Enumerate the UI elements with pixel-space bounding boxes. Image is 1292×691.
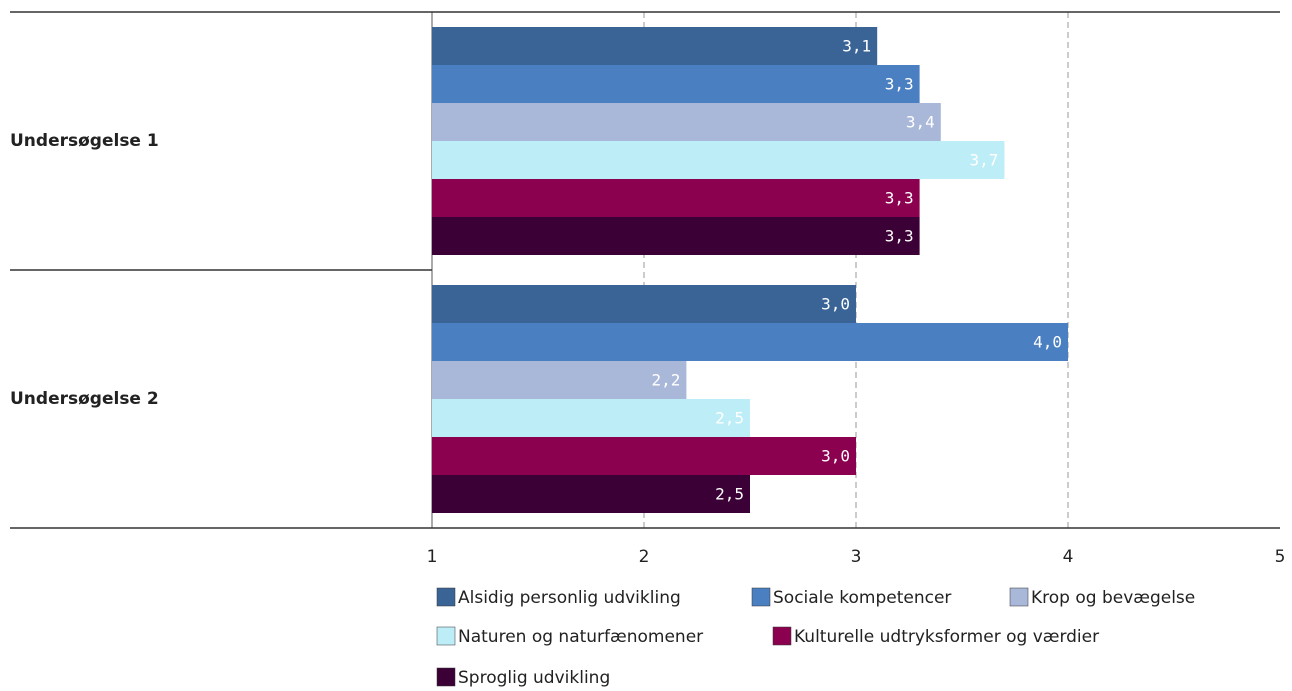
- bar: [432, 437, 856, 475]
- bar: [432, 399, 750, 437]
- bar: [432, 65, 920, 103]
- value-label: 3,1: [842, 37, 871, 56]
- legend-swatch: [751, 587, 771, 607]
- value-label: 3,4: [906, 113, 935, 132]
- value-label: 3,0: [821, 447, 850, 466]
- legend-swatch: [436, 587, 456, 607]
- value-label: 2,2: [651, 371, 680, 390]
- bar: [432, 103, 941, 141]
- bar: [432, 217, 920, 255]
- bar: [432, 323, 1068, 361]
- bar: [432, 361, 687, 399]
- bar: [432, 179, 920, 217]
- category-label: Undersøgelse 2: [10, 389, 159, 409]
- x-tick-label: 5: [1275, 547, 1286, 567]
- legend-label: Sproglig udvikling: [458, 668, 610, 688]
- x-tick-label: 2: [639, 547, 650, 567]
- value-label: 3,0: [821, 295, 850, 314]
- value-label: 2,5: [715, 485, 744, 504]
- legend-label: Naturen og naturfænomener: [458, 627, 703, 647]
- category-label: Undersøgelse 1: [10, 131, 159, 151]
- x-tick-label: 3: [851, 547, 862, 567]
- legend-swatch: [772, 626, 792, 646]
- legend-swatch: [1009, 587, 1029, 607]
- legend-swatch: [436, 626, 456, 646]
- bar: [432, 475, 750, 513]
- value-label: 4,0: [1033, 333, 1062, 352]
- value-label: 3,3: [885, 189, 914, 208]
- x-tick-label: 1: [427, 547, 438, 567]
- legend-label: Alsidig personlig udvikling: [458, 588, 681, 608]
- legend-swatch: [436, 667, 456, 687]
- bar: [432, 285, 856, 323]
- legend-label: Krop og bevægelse: [1031, 588, 1195, 608]
- x-tick-label: 4: [1063, 547, 1074, 567]
- legend-label: Sociale kompetencer: [773, 588, 951, 608]
- value-label: 3,3: [885, 75, 914, 94]
- value-label: 3,3: [885, 227, 914, 246]
- value-label: 3,7: [969, 151, 998, 170]
- legend-label: Kulturelle udtryksformer og værdier: [794, 627, 1099, 647]
- bar: [432, 27, 878, 65]
- bar: [432, 141, 1005, 179]
- value-label: 2,5: [715, 409, 744, 428]
